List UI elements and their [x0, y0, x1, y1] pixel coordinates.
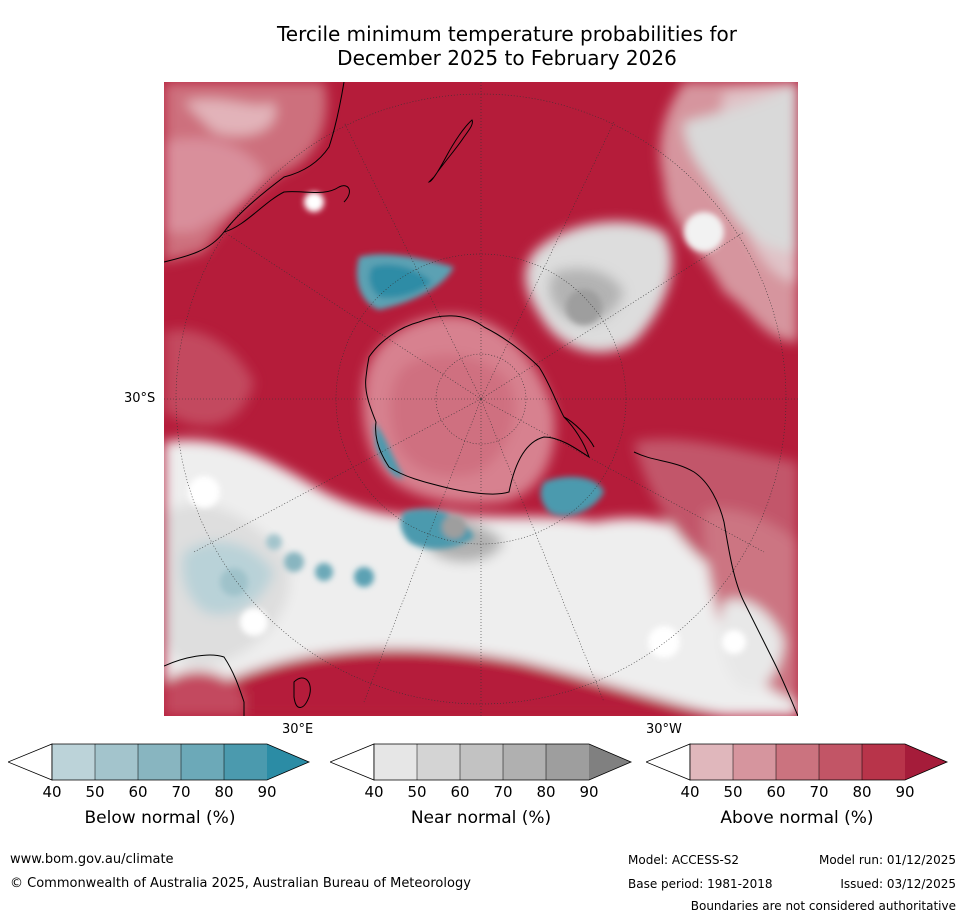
below-normal-label: Below normal (%) — [84, 808, 236, 828]
near-color-80 — [503, 744, 546, 780]
antarctic-peninsula-coast — [563, 416, 595, 448]
tick: 90 — [579, 783, 599, 801]
coastlines — [164, 82, 798, 716]
tick: 60 — [128, 783, 148, 801]
above-normal-colorbar — [646, 743, 949, 781]
below-color-50 — [52, 744, 95, 780]
antarctica-coast — [365, 315, 590, 495]
below-color-60 — [95, 744, 138, 780]
website-link[interactable]: www.bom.gov.au/climate — [10, 852, 174, 867]
below-color-80 — [181, 744, 224, 780]
near-color-90 — [546, 744, 589, 780]
above-color-50 — [690, 744, 733, 780]
above-color-60 — [733, 744, 776, 780]
lon-label-30e: 30°E — [282, 722, 314, 737]
base-period: Base period: 1981-2018 — [628, 877, 773, 891]
tick: 40 — [42, 783, 62, 801]
tick: 60 — [450, 783, 470, 801]
near-color-over — [589, 744, 631, 780]
below-color-90 — [224, 744, 267, 780]
tick: 80 — [536, 783, 556, 801]
boundaries-disclaimer: Boundaries are not considered authoritat… — [690, 899, 956, 913]
map-title: Tercile minimum temperature probabilitie… — [200, 22, 814, 70]
tick: 90 — [895, 783, 915, 801]
tick: 40 — [680, 783, 700, 801]
madagascar-coast — [293, 677, 311, 708]
tick: 40 — [364, 783, 384, 801]
tick: 70 — [171, 783, 191, 801]
africa-coast — [164, 654, 245, 716]
title-line-1: Tercile minimum temperature probabilitie… — [276, 22, 738, 46]
lon-label-30w: 30°W — [646, 722, 682, 737]
tercile-probability-map — [164, 82, 798, 716]
above-normal-label: Above normal (%) — [720, 808, 874, 828]
tick: 50 — [723, 783, 743, 801]
above-color-over — [905, 744, 947, 780]
tick: 90 — [257, 783, 277, 801]
tick: 70 — [493, 783, 513, 801]
near-color-70 — [460, 744, 503, 780]
issued-date: Issued: 03/12/2025 — [840, 877, 956, 891]
above-color-90 — [862, 744, 905, 780]
below-normal-colorbar — [8, 743, 311, 781]
south-america-coast — [633, 451, 798, 716]
australia-coast — [164, 82, 345, 263]
model-run: Model run: 01/12/2025 — [818, 853, 956, 867]
tick: 80 — [214, 783, 234, 801]
near-normal-colorbar — [330, 743, 633, 781]
above-color-80 — [819, 744, 862, 780]
new-zealand-coast — [427, 119, 473, 183]
near-color-50 — [374, 744, 417, 780]
title-line-2: December 2025 to February 2026 — [337, 46, 677, 70]
tick: 70 — [809, 783, 829, 801]
copyright: © Commonwealth of Australia 2025, Austra… — [10, 876, 471, 891]
lat-label-30s: 30°S — [124, 391, 156, 406]
near-color-60 — [417, 744, 460, 780]
australia-south-coast — [223, 185, 350, 233]
below-color-70 — [138, 744, 181, 780]
tick: 50 — [407, 783, 427, 801]
probability-details — [188, 192, 746, 658]
model-name: Model: ACCESS-S2 — [628, 853, 740, 867]
tick: 50 — [85, 783, 105, 801]
above-color-70 — [776, 744, 819, 780]
tick: 60 — [766, 783, 786, 801]
near-normal-label: Near normal (%) — [410, 808, 552, 828]
graticule — [164, 82, 798, 716]
tick: 80 — [852, 783, 872, 801]
below-color-over — [267, 744, 309, 780]
